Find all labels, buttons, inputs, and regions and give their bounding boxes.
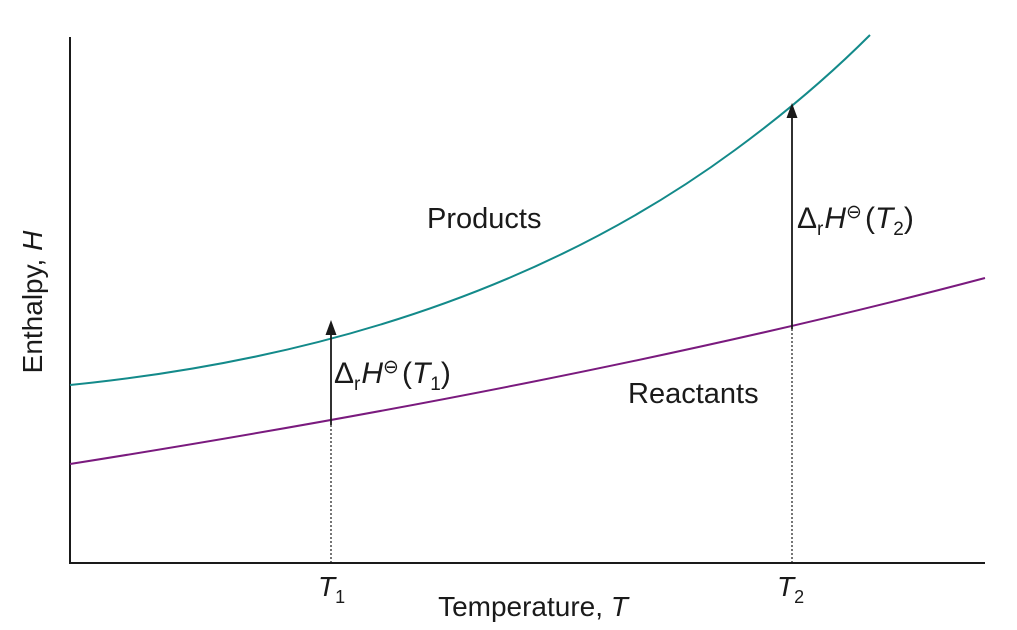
delta-symbol: Δ <box>797 202 817 235</box>
t1-subscript: 1 <box>335 587 345 607</box>
delta-symbol: Δ <box>334 357 354 390</box>
y-axis-label-text: Enthalpy, <box>17 251 48 373</box>
subscript-r: r <box>354 374 361 395</box>
delta-h-t1-label: ΔrH⊖ (T1) <box>334 357 451 395</box>
enthalpy-symbol: H <box>824 202 846 235</box>
delta-h-t2-label: ΔrH⊖ (T2) <box>797 202 914 240</box>
close-paren: ) <box>904 202 914 235</box>
reactants-label: Reactants <box>628 378 759 410</box>
standard-state-symbol: ⊖ <box>846 202 862 223</box>
enthalpy-symbol: H <box>361 357 383 390</box>
open-paren: ( <box>402 357 412 390</box>
y-axis-title: Enthalpy, H <box>17 230 48 373</box>
t2-subscript: 2 <box>794 587 804 607</box>
t1-symbol: T <box>318 571 337 602</box>
close-paren: ) <box>441 357 451 390</box>
subscript-r: r <box>817 219 824 240</box>
x-axis-label-text: Temperature, <box>438 591 611 622</box>
products-curve <box>69 34 871 386</box>
subscript-2: 2 <box>893 219 904 240</box>
temperature-symbol: T <box>875 202 896 235</box>
open-paren: ( <box>865 202 875 235</box>
delta-h-t2-arrowhead <box>786 103 798 118</box>
t2-symbol: T <box>777 571 796 602</box>
products-label: Products <box>427 203 541 235</box>
x-axis-variable: T <box>611 591 630 622</box>
y-axis-variable: H <box>17 230 48 251</box>
t1-tick-label: T1 <box>318 571 345 607</box>
reactants-curve <box>69 277 986 465</box>
delta-h-t1-arrowhead <box>325 320 337 335</box>
t2-tick-label: T2 <box>777 571 804 607</box>
subscript-1: 1 <box>430 374 441 395</box>
standard-state-symbol: ⊖ <box>383 357 399 378</box>
temperature-symbol: T <box>412 357 433 390</box>
x-axis-title: Temperature, T <box>438 591 630 622</box>
